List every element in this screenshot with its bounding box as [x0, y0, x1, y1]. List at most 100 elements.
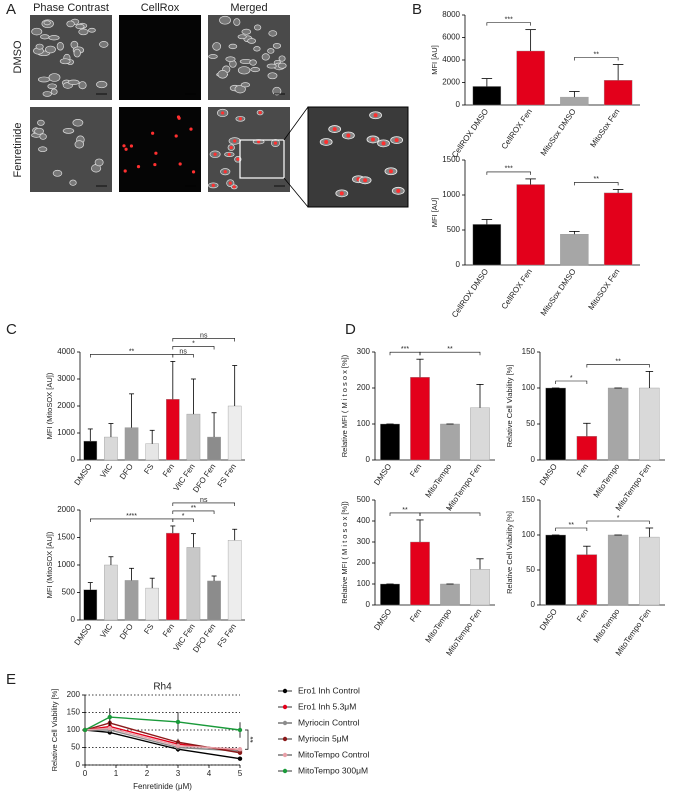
bar — [207, 436, 221, 461]
y-axis-label: Relative MFI ( M i t o s o x [%]) — [340, 501, 349, 604]
cell — [277, 62, 287, 69]
x-tick-label: 2 — [145, 769, 150, 778]
row-header: DMSO — [12, 40, 24, 73]
signal — [236, 157, 240, 161]
bar — [145, 587, 159, 621]
point — [237, 756, 243, 761]
signal — [124, 147, 128, 151]
significance-label: *** — [401, 346, 409, 353]
signal — [153, 162, 157, 167]
bar — [83, 589, 98, 621]
bar — [124, 580, 139, 621]
category-label: DFO — [118, 462, 135, 481]
bar — [560, 96, 589, 106]
category-label: CellROX DMSO — [450, 267, 490, 319]
signal — [174, 134, 178, 138]
point — [237, 750, 243, 755]
cell — [62, 127, 75, 134]
series-line — [84, 729, 241, 760]
cell — [78, 81, 87, 90]
bar — [186, 547, 201, 621]
bar — [124, 427, 139, 461]
y-tick-label: 0 — [71, 615, 76, 624]
bar — [186, 413, 201, 461]
cell — [250, 67, 261, 73]
y-tick-label: 50 — [526, 419, 535, 428]
cell — [217, 70, 228, 79]
signal — [221, 111, 225, 115]
significance-label: ** — [594, 51, 600, 58]
category-label: DMSO — [372, 607, 393, 632]
legend-marker — [282, 768, 288, 774]
cell — [59, 58, 71, 65]
series-line — [85, 729, 241, 752]
cell — [37, 119, 45, 126]
significance-bracket — [555, 527, 588, 531]
cell — [219, 15, 231, 25]
significance-label: ** — [129, 348, 135, 355]
y-axis-label: MFI [AU] — [430, 45, 439, 75]
y-tick-label: 300 — [357, 537, 371, 546]
y-tick-label: 50 — [71, 743, 80, 752]
category-label: Fen — [161, 462, 176, 478]
category-label: MitoTempo — [592, 462, 622, 500]
point — [82, 727, 88, 733]
point — [107, 726, 113, 731]
cell — [268, 30, 278, 37]
row-header: Fenretinide — [12, 122, 24, 177]
cell — [208, 54, 218, 59]
significance-label: ** — [447, 346, 453, 353]
significance-label: *** — [505, 166, 513, 173]
cell — [225, 56, 236, 62]
significance-bracket — [172, 502, 235, 506]
panel-label: C — [6, 321, 17, 338]
y-tick-label: 2000 — [57, 505, 75, 514]
category-label: Fen — [575, 607, 590, 623]
y-tick-label: 0 — [71, 455, 76, 464]
bar — [83, 440, 98, 461]
cell — [99, 41, 109, 48]
category-label: MitoSOX Fen — [587, 267, 622, 311]
bar — [472, 86, 502, 106]
signal — [233, 139, 237, 143]
y-tick-label: 200 — [357, 558, 371, 567]
y-tick-label: 2000 — [57, 401, 75, 410]
cell — [240, 82, 251, 88]
y-tick-label: 0 — [456, 100, 461, 109]
cell — [38, 146, 48, 153]
y-tick-label: 0 — [531, 600, 536, 609]
signal — [396, 188, 401, 193]
cell — [67, 79, 80, 85]
cell — [78, 28, 89, 36]
signal — [123, 169, 127, 173]
signal — [151, 131, 155, 135]
y-tick-label: 150 — [67, 708, 81, 717]
significance-label: ns — [200, 497, 208, 504]
legend-marker — [282, 752, 288, 758]
significance-label: ns — [179, 348, 187, 355]
y-tick-label: 500 — [357, 495, 371, 504]
column-header: Merged — [230, 2, 267, 14]
y-tick-label: 0 — [76, 760, 81, 769]
bar — [227, 405, 242, 461]
y-axis-label: MFI (MitoSOX [AU]) — [45, 372, 54, 439]
bar — [470, 569, 490, 606]
panel-label: D — [345, 321, 356, 338]
cell — [94, 158, 104, 167]
significance-bracket — [555, 380, 588, 384]
cell — [253, 24, 262, 31]
cell — [45, 45, 56, 54]
cell — [247, 38, 257, 44]
y-tick-label: 100 — [357, 419, 371, 428]
cell — [69, 179, 77, 186]
category-label: CellROX DMSO — [450, 107, 490, 159]
y-tick-label: 1500 — [57, 533, 75, 542]
y-tick-label: 2000 — [442, 78, 460, 87]
bar — [516, 184, 545, 266]
y-tick-label: 0 — [456, 260, 461, 269]
signal — [227, 152, 231, 157]
bar — [410, 541, 430, 606]
significance-label: ** — [191, 505, 197, 512]
legend-marker — [282, 720, 288, 726]
x-tick-label: 4 — [207, 769, 212, 778]
